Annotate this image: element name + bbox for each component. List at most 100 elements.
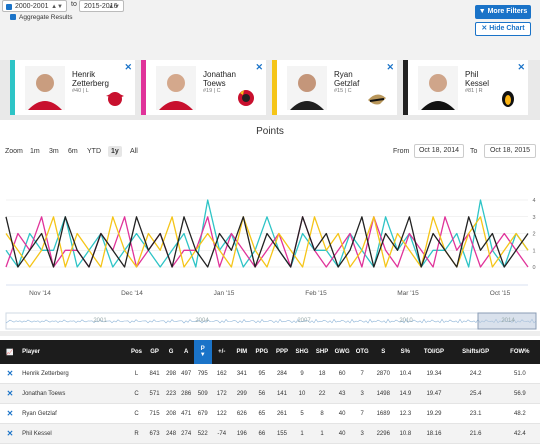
table-cell: 298	[163, 364, 179, 384]
table-cell: 341	[231, 364, 252, 384]
remove-row-close-icon[interactable]: ✕	[0, 364, 21, 384]
table-row: ✕ Ryan Getzlaf C 715 208 471 679 122 626 65 261 5 8 4…	[0, 403, 540, 424]
col-otg[interactable]: OTG	[352, 340, 373, 364]
player-name-cell[interactable]: Jonathan Toews	[20, 383, 128, 404]
col-pim[interactable]: PIM	[231, 340, 252, 364]
navigator-label: 2001	[93, 318, 107, 324]
chart-navigator[interactable]: 2001 2004 2007 2010 2014	[0, 310, 540, 336]
col-p[interactable]: P ▼	[193, 340, 212, 364]
table-cell: 286	[178, 383, 194, 404]
zoom-1m-button[interactable]: 1m	[30, 148, 40, 155]
table-cell: 208	[163, 403, 179, 424]
player-photo	[287, 66, 327, 110]
x-tick-label: Mar '15	[397, 290, 419, 297]
col-s[interactable]: S	[372, 340, 395, 364]
table-cell: 248	[163, 423, 179, 444]
player-color-stripe	[403, 60, 408, 115]
navigator-label: 2014	[501, 318, 515, 324]
season-from-select[interactable]: 2000-2001 ▲▼	[2, 0, 67, 12]
table-cell: 40	[332, 403, 353, 424]
x-tick-label: Nov '14	[29, 290, 51, 297]
hide-chart-label: Hide Chart	[489, 25, 525, 32]
remove-player-close-icon[interactable]: ✕	[124, 62, 132, 72]
zoom-1y-button[interactable]: 1y	[108, 146, 122, 157]
season-to-select[interactable]: 2015-2016 ▲▼	[79, 0, 124, 12]
col-shifts-gp[interactable]: Shifts/GP	[451, 340, 500, 364]
table-cell: 7	[352, 403, 373, 424]
series-line	[5, 199, 529, 268]
to-date-input[interactable]: Oct 18, 2015	[484, 144, 536, 158]
navigator-selection[interactable]	[477, 312, 537, 330]
col-fow-pct[interactable]: FOW%	[499, 340, 540, 364]
col-ppg[interactable]: PPG	[251, 340, 272, 364]
filter-checkbox[interactable]	[6, 4, 12, 10]
player-card: Phil Kessel #81 | R ✕	[403, 60, 528, 115]
player-photo	[25, 66, 65, 110]
table-cell: 95	[251, 364, 272, 384]
table-cell: 40	[332, 423, 353, 444]
from-date-input[interactable]: Oct 18, 2014	[414, 144, 464, 158]
table-cell: 1	[312, 423, 333, 444]
table-cell: 299	[231, 383, 252, 404]
more-filters-button[interactable]: ▼ More Filters	[475, 5, 531, 19]
table-cell: 795	[193, 364, 212, 384]
aggregate-checkbox[interactable]: Aggregate Results	[10, 14, 72, 21]
table-cell: 9	[291, 364, 313, 384]
col-toi-gp[interactable]: TOI/GP	[416, 340, 452, 364]
table-cell: L	[127, 364, 146, 384]
player-name: Jonathan Toews	[203, 70, 236, 88]
chart-icon[interactable]: 📈	[0, 340, 21, 364]
col-a[interactable]: A	[178, 340, 194, 364]
table-cell: 43	[332, 383, 353, 404]
col-plus-minus[interactable]: +/-	[211, 340, 232, 364]
chart-title: Points	[256, 126, 284, 137]
table-cell: C	[127, 403, 146, 424]
remove-player-close-icon[interactable]: ✕	[517, 62, 525, 72]
col-gp[interactable]: GP	[145, 340, 164, 364]
col-player[interactable]: Player	[20, 340, 128, 364]
table-cell: 51.0	[499, 364, 540, 384]
remove-player-close-icon[interactable]: ✕	[386, 62, 394, 72]
col-shg[interactable]: SHG	[291, 340, 313, 364]
player-name-cell[interactable]: Phil Kessel	[20, 423, 128, 444]
remove-player-close-icon[interactable]: ✕	[255, 62, 263, 72]
col-pos[interactable]: Pos	[127, 340, 146, 364]
zoom-6m-button[interactable]: 6m	[68, 148, 78, 155]
chart-series	[5, 199, 529, 268]
col-g[interactable]: G	[163, 340, 179, 364]
navigator-labels: 2001 2004 2007 2010 2014	[93, 318, 515, 324]
remove-row-close-icon[interactable]: ✕	[0, 403, 21, 424]
blackhawks-logo	[238, 90, 254, 106]
player-name-cell[interactable]: Ryan Getzlaf	[20, 403, 128, 424]
season-to-value: 2015-2016	[84, 3, 118, 10]
player-name-cell[interactable]: Henrik Zetterberg	[20, 364, 128, 384]
player-color-stripe	[272, 60, 277, 115]
remove-row-close-icon[interactable]: ✕	[0, 383, 21, 404]
table-cell: 673	[145, 423, 164, 444]
table-cell: 56	[251, 383, 272, 404]
table-row: ✕ Henrik Zetterberg L 841 298 497 795 162 341 95 2…	[0, 364, 540, 384]
col-s-pct[interactable]: S%	[394, 340, 417, 364]
chevron-down-icon: ▲▼	[108, 4, 120, 10]
red-wings-logo	[106, 92, 124, 106]
y-tick-label: 1	[532, 248, 535, 254]
table-cell: 56.9	[499, 383, 540, 404]
player-photo	[418, 66, 458, 110]
zoom-all-button[interactable]: All	[130, 148, 138, 155]
zoom-ytd-button[interactable]: YTD	[87, 148, 101, 155]
navigator-scrollbar[interactable]	[0, 331, 540, 336]
hide-chart-button[interactable]: ✕ Hide Chart	[475, 22, 531, 36]
table-cell: 679	[193, 403, 212, 424]
table-cell: 24.2	[451, 364, 500, 384]
navigator-series	[5, 318, 537, 324]
zoom-3m-button[interactable]: 3m	[49, 148, 59, 155]
col-gwg[interactable]: GWG	[332, 340, 353, 364]
col-ppp[interactable]: PPP	[271, 340, 292, 364]
points-line-chart: 0 1 2 3 4 Nov '14 Dec '14 Jan '15 Feb '15 Mar '1…	[5, 198, 536, 297]
col-shp[interactable]: SHP	[312, 340, 333, 364]
remove-row-close-icon[interactable]: ✕	[0, 423, 21, 444]
x-tick-label: Dec '14	[121, 290, 143, 297]
stats-table: 📈 Player Pos GP G A P ▼ +/- PIM PPG PPP S…	[0, 340, 540, 444]
aggregate-label: Aggregate Results	[19, 14, 73, 21]
table-cell: 162	[211, 364, 232, 384]
